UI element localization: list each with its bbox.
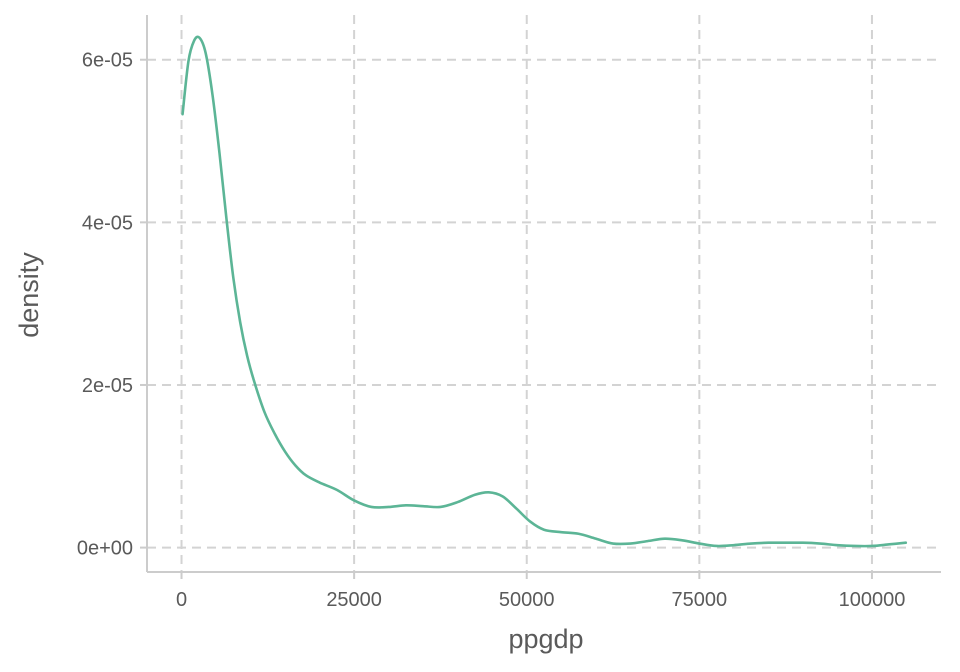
- density-line-0: [181, 35, 908, 548]
- y-tick-label-1: 2e-05: [82, 375, 133, 397]
- x-axis-title: ppgdp: [508, 624, 583, 654]
- grid-layer: [147, 15, 941, 572]
- series-layer: [181, 35, 908, 548]
- axis-layer: [140, 15, 941, 579]
- y-tick-label-2: 4e-05: [82, 212, 133, 234]
- x-tick-label-0: 0: [176, 589, 187, 611]
- x-tick-label-1: 25000: [326, 589, 382, 611]
- y-tick-label-0: 0e+00: [77, 538, 133, 560]
- label-layer: 0 25000 50000 75000 100000 0e+00 2e-05 4e-05 6e-…: [77, 50, 906, 611]
- x-tick-label-3: 75000: [672, 589, 728, 611]
- y-axis-title: density: [14, 252, 44, 338]
- x-tick-label-4: 100000: [839, 589, 906, 611]
- x-tick-label-2: 50000: [499, 589, 555, 611]
- y-tick-label-3: 6e-05: [82, 50, 133, 72]
